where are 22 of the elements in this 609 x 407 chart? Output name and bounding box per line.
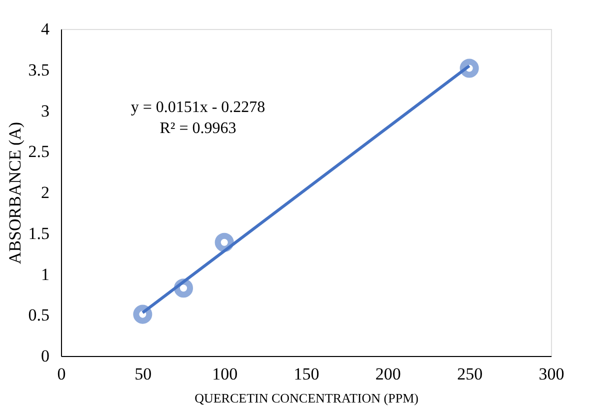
x-tick-label: 100 <box>212 364 238 384</box>
annotation: y = 0.0151x - 0.2278 <box>130 99 266 116</box>
annotation: R² = 0.9963 <box>160 120 236 137</box>
x-axis-title: QUERCETIN CONCENTRATION (PPM) <box>194 390 418 406</box>
x-tick-label: 300 <box>538 364 564 384</box>
y-tick-label: 3 <box>41 101 50 120</box>
y-tick-label: 3.5 <box>28 60 50 80</box>
x-tick-label: 50 <box>134 364 152 384</box>
y-axis-title: ABSORBANCE (A) <box>5 122 24 264</box>
point <box>460 58 479 78</box>
x-tick-label: 0 <box>57 364 66 384</box>
x-tick-label: 200 <box>375 364 401 384</box>
y-tick-label: 1.5 <box>28 224 50 243</box>
y-tick-label: 0.5 <box>28 306 50 325</box>
point <box>133 304 152 324</box>
y-tick-label: 4 <box>41 20 50 38</box>
y-tick-label: 2.5 <box>28 142 50 162</box>
x-tick-label: 150 <box>294 364 320 384</box>
y-tick-label: 1 <box>41 264 50 284</box>
y-tick-label: 2 <box>41 183 50 202</box>
y-tick-label: 0 <box>41 346 50 366</box>
x-tick-label: 250 <box>457 364 483 384</box>
